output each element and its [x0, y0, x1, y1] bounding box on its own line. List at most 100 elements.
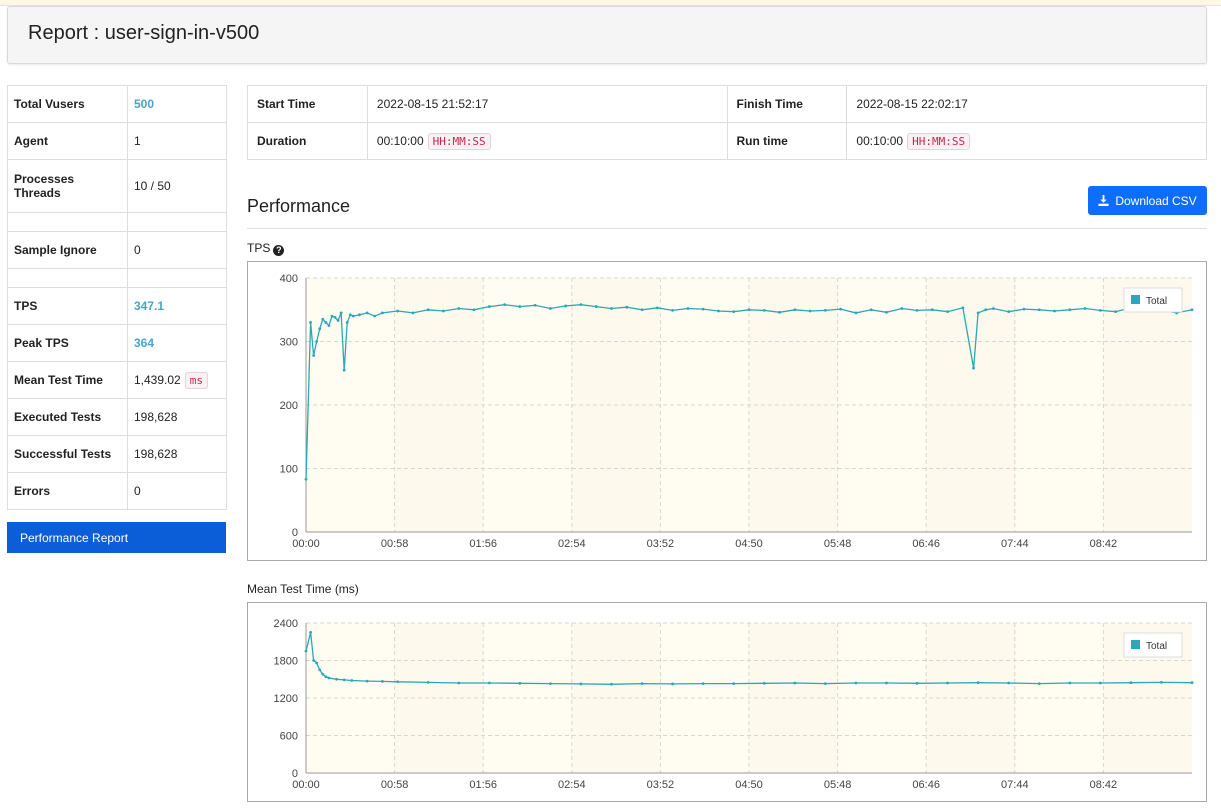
summary-row: Agent 1 — [7, 122, 227, 160]
y-tick-label: 400 — [280, 273, 298, 285]
data-point — [1068, 308, 1072, 312]
legend-box — [1123, 287, 1183, 313]
total-vusers-value[interactable]: 500 — [127, 85, 227, 123]
data-point — [946, 310, 949, 314]
data-point — [869, 308, 873, 312]
data-point — [640, 682, 644, 686]
data-point — [396, 309, 400, 313]
data-point — [503, 303, 506, 307]
y-tick-label: 200 — [280, 400, 298, 412]
data-point — [472, 308, 476, 312]
mtt-chart-label: Mean Test Time (ms) — [247, 582, 359, 596]
data-point — [793, 308, 797, 312]
summary-row: Peak TPS 364 — [7, 324, 227, 362]
data-point — [309, 321, 312, 324]
summary-row: TPS 347.1 — [7, 287, 227, 325]
data-point — [1129, 681, 1133, 685]
data-point — [1037, 308, 1041, 312]
data-point — [518, 681, 522, 685]
data-point — [426, 680, 430, 684]
tps-chart-svg: 0 100 200 300 400 00:00 00:58 01:56 02:54 03:52 04… — [280, 273, 1194, 550]
data-point — [342, 678, 346, 682]
question-circle-icon[interactable]: ? — [273, 245, 285, 256]
data-point — [1022, 307, 1026, 311]
download-csv-label: Download CSV — [1115, 193, 1197, 208]
data-point — [762, 681, 766, 685]
data-point — [762, 308, 766, 312]
y-tick-label: 0 — [292, 768, 298, 780]
y-tick-label: 0 — [292, 527, 298, 539]
summary-value: 10 / 50 — [127, 159, 227, 213]
data-point — [984, 308, 988, 312]
data-point — [625, 305, 629, 309]
summary-key: TPS — [7, 287, 128, 325]
data-point — [457, 681, 461, 685]
data-point — [549, 682, 552, 686]
data-point — [1160, 680, 1163, 684]
summary-row: Mean Test Time 1,439.02 ms — [7, 361, 227, 399]
y-tick-label: 600 — [280, 731, 298, 743]
summary-value: 1,439.02 ms — [127, 361, 227, 399]
series-line — [305, 632, 1193, 685]
data-point — [992, 307, 995, 310]
x-tick-label: 02:54 — [558, 538, 586, 550]
data-point — [778, 310, 781, 314]
peak-tps-value[interactable]: 364 — [127, 324, 227, 362]
data-point — [324, 321, 328, 324]
data-point — [1037, 682, 1041, 686]
x-tick-label: 03:52 — [647, 538, 675, 550]
x-tick-label: 00:58 — [381, 779, 409, 791]
data-point — [686, 307, 690, 310]
x-tick-label: 01:56 — [469, 538, 497, 550]
data-point — [747, 308, 751, 312]
x-tick-label: 01:56 — [469, 779, 497, 791]
data-point — [365, 679, 369, 683]
performance-report-button[interactable]: Performance Report — [7, 522, 226, 553]
data-point — [655, 306, 659, 310]
summary-key: Agent — [7, 122, 128, 160]
data-point — [365, 311, 369, 315]
data-point — [671, 682, 675, 686]
data-point — [426, 308, 430, 312]
data-point — [442, 309, 445, 313]
x-tick-label: 08:42 — [1090, 538, 1118, 550]
data-point — [579, 303, 583, 307]
download-csv-button[interactable]: Download CSV — [1088, 186, 1207, 215]
summary-value: 198,628 — [127, 435, 227, 473]
data-point — [345, 321, 349, 324]
data-point — [351, 314, 355, 318]
data-point — [1007, 681, 1011, 685]
data-point — [854, 681, 858, 685]
finish-time-label: Finish Time — [726, 85, 848, 123]
data-point — [564, 304, 568, 308]
data-point — [342, 368, 346, 372]
data-point — [457, 307, 461, 310]
data-point — [610, 307, 613, 310]
summary-value: 198,628 — [127, 398, 227, 436]
tps-value[interactable]: 347.1 — [127, 287, 227, 325]
page-title: Report : user-sign-in-v500 — [28, 22, 260, 44]
duration-label: Duration — [247, 122, 368, 160]
duration-cell: 00:10:00 HH:MM:SS — [366, 122, 728, 160]
data-point — [961, 306, 965, 310]
data-point — [350, 679, 354, 682]
data-point — [411, 311, 415, 315]
data-point — [1098, 681, 1102, 685]
data-point — [327, 324, 331, 328]
data-point — [324, 675, 328, 679]
data-point — [312, 354, 316, 357]
performance-title: Performance — [247, 196, 351, 216]
data-point — [900, 307, 904, 310]
unit-badge: ms — [184, 371, 208, 389]
data-point — [717, 309, 720, 313]
legend-swatch — [1131, 640, 1140, 649]
data-point — [318, 668, 322, 672]
data-point — [487, 305, 491, 308]
data-point — [518, 305, 522, 308]
runtime-label: Run time — [726, 122, 848, 160]
data-point — [1098, 308, 1102, 312]
y-tick-label: 300 — [280, 337, 298, 349]
legend-label: Total — [1146, 296, 1167, 307]
data-point — [304, 649, 308, 653]
data-point — [1068, 681, 1072, 685]
